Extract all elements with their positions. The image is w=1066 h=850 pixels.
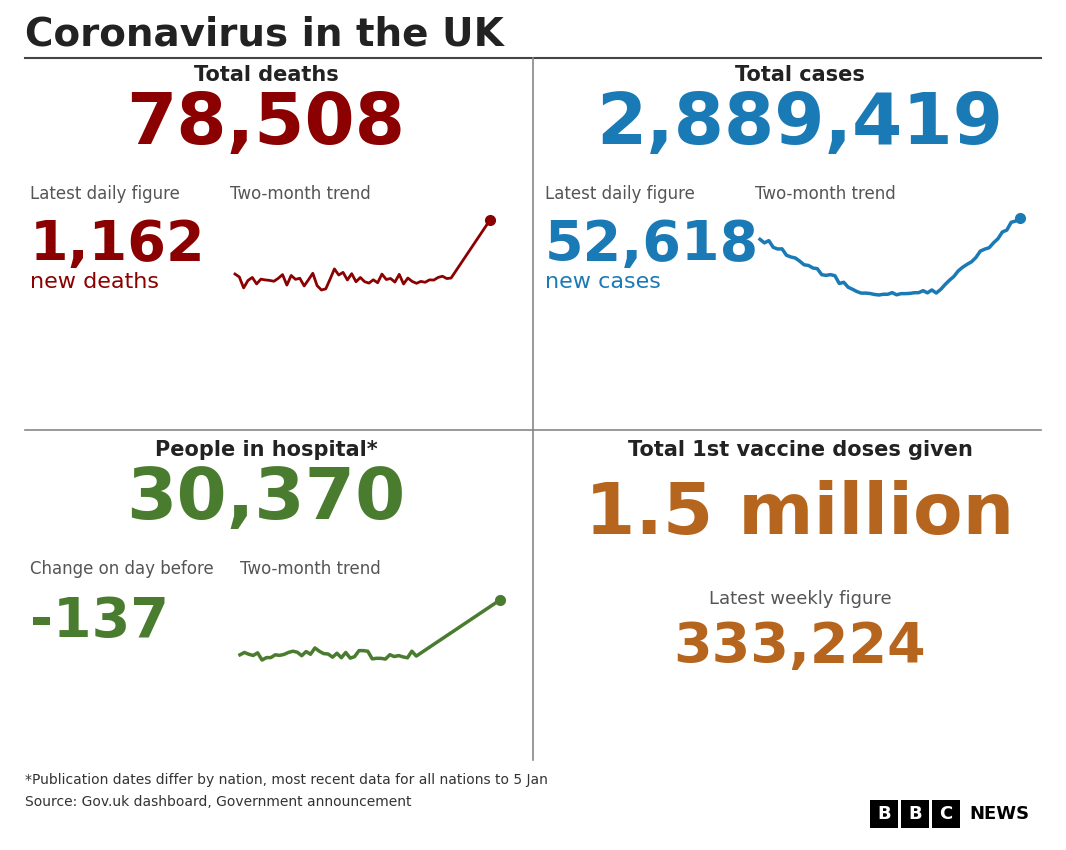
Text: Two-month trend: Two-month trend [240,560,381,578]
Text: *Publication dates differ by nation, most recent data for all nations to 5 Jan: *Publication dates differ by nation, mos… [25,773,548,787]
Text: Total 1st vaccine doses given: Total 1st vaccine doses given [628,440,972,460]
Text: new cases: new cases [545,272,661,292]
Text: Latest weekly figure: Latest weekly figure [709,590,891,608]
Text: Source: Gov.uk dashboard, Government announcement: Source: Gov.uk dashboard, Government ann… [25,795,411,809]
Text: NEWS: NEWS [969,805,1029,823]
Text: Total cases: Total cases [736,65,865,85]
Text: 2,889,419: 2,889,419 [597,90,1003,159]
Text: 30,370: 30,370 [126,465,406,534]
Text: Two-month trend: Two-month trend [755,185,895,203]
Text: new deaths: new deaths [30,272,159,292]
FancyBboxPatch shape [932,800,960,828]
FancyBboxPatch shape [870,800,898,828]
Text: Change on day before: Change on day before [30,560,214,578]
Text: B: B [877,805,891,823]
Text: 1.5 million: 1.5 million [585,480,1015,549]
Text: 1,162: 1,162 [30,218,206,272]
Text: Latest daily figure: Latest daily figure [545,185,695,203]
Text: -137: -137 [30,595,168,649]
Text: People in hospital*: People in hospital* [155,440,377,460]
Text: Total deaths: Total deaths [194,65,338,85]
Text: B: B [908,805,922,823]
Text: 78,508: 78,508 [127,90,405,159]
Text: C: C [939,805,953,823]
Text: 52,618: 52,618 [545,218,759,272]
Text: Two-month trend: Two-month trend [230,185,371,203]
FancyBboxPatch shape [901,800,928,828]
Text: Latest daily figure: Latest daily figure [30,185,180,203]
Text: Coronavirus in the UK: Coronavirus in the UK [25,15,504,53]
Text: 333,224: 333,224 [674,620,926,674]
